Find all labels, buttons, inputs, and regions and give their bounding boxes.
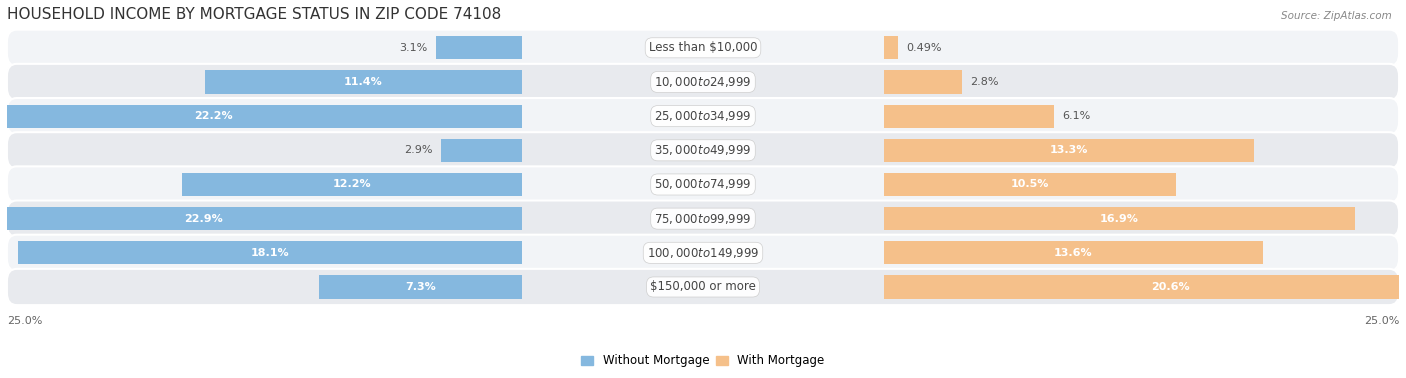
Text: $150,000 or more: $150,000 or more	[650, 280, 756, 293]
Bar	[884, 36, 897, 59]
Text: Less than $10,000: Less than $10,000	[648, 41, 758, 54]
Bar	[884, 207, 1354, 230]
Text: 3.1%: 3.1%	[399, 43, 427, 53]
FancyBboxPatch shape	[7, 269, 1399, 305]
Text: 2.9%: 2.9%	[405, 145, 433, 155]
Text: 22.2%: 22.2%	[194, 111, 232, 121]
Text: 12.2%: 12.2%	[333, 180, 371, 189]
FancyBboxPatch shape	[7, 166, 1399, 203]
Text: 13.3%: 13.3%	[1050, 145, 1088, 155]
FancyBboxPatch shape	[7, 30, 1399, 66]
Bar	[884, 275, 1406, 299]
FancyBboxPatch shape	[7, 235, 1399, 271]
Bar	[884, 139, 1254, 162]
Bar	[884, 241, 1263, 265]
Text: 25.0%: 25.0%	[7, 316, 42, 326]
Text: 6.1%: 6.1%	[1062, 111, 1091, 121]
Text: $75,000 to $99,999: $75,000 to $99,999	[654, 212, 752, 226]
Text: $100,000 to $149,999: $100,000 to $149,999	[647, 246, 759, 260]
Text: 13.6%: 13.6%	[1054, 248, 1092, 258]
Text: 20.6%: 20.6%	[1152, 282, 1189, 292]
FancyBboxPatch shape	[7, 98, 1399, 134]
Text: 18.1%: 18.1%	[250, 248, 290, 258]
Bar	[319, 275, 522, 299]
Text: $10,000 to $24,999: $10,000 to $24,999	[654, 75, 752, 89]
Text: $35,000 to $49,999: $35,000 to $49,999	[654, 143, 752, 157]
Text: 2.8%: 2.8%	[970, 77, 998, 87]
Text: 7.3%: 7.3%	[405, 282, 436, 292]
Bar	[884, 105, 1054, 128]
Text: $50,000 to $74,999: $50,000 to $74,999	[654, 178, 752, 192]
Bar	[18, 241, 522, 265]
Text: 25.0%: 25.0%	[1364, 316, 1399, 326]
Bar	[441, 139, 522, 162]
Text: $25,000 to $34,999: $25,000 to $34,999	[654, 109, 752, 123]
Text: 16.9%: 16.9%	[1099, 214, 1139, 224]
Bar	[884, 173, 1177, 196]
Text: 0.49%: 0.49%	[905, 43, 942, 53]
Bar	[884, 70, 962, 94]
FancyBboxPatch shape	[7, 200, 1399, 237]
Bar	[0, 105, 522, 128]
Bar	[436, 36, 522, 59]
Text: Source: ZipAtlas.com: Source: ZipAtlas.com	[1281, 11, 1392, 21]
Text: 11.4%: 11.4%	[344, 77, 382, 87]
Bar	[0, 207, 522, 230]
FancyBboxPatch shape	[7, 132, 1399, 169]
Text: 22.9%: 22.9%	[184, 214, 222, 224]
Bar	[183, 173, 522, 196]
Text: HOUSEHOLD INCOME BY MORTGAGE STATUS IN ZIP CODE 74108: HOUSEHOLD INCOME BY MORTGAGE STATUS IN Z…	[7, 7, 501, 22]
Legend: Without Mortgage, With Mortgage: Without Mortgage, With Mortgage	[576, 350, 830, 372]
Text: 10.5%: 10.5%	[1011, 180, 1049, 189]
FancyBboxPatch shape	[7, 64, 1399, 100]
Bar	[205, 70, 522, 94]
